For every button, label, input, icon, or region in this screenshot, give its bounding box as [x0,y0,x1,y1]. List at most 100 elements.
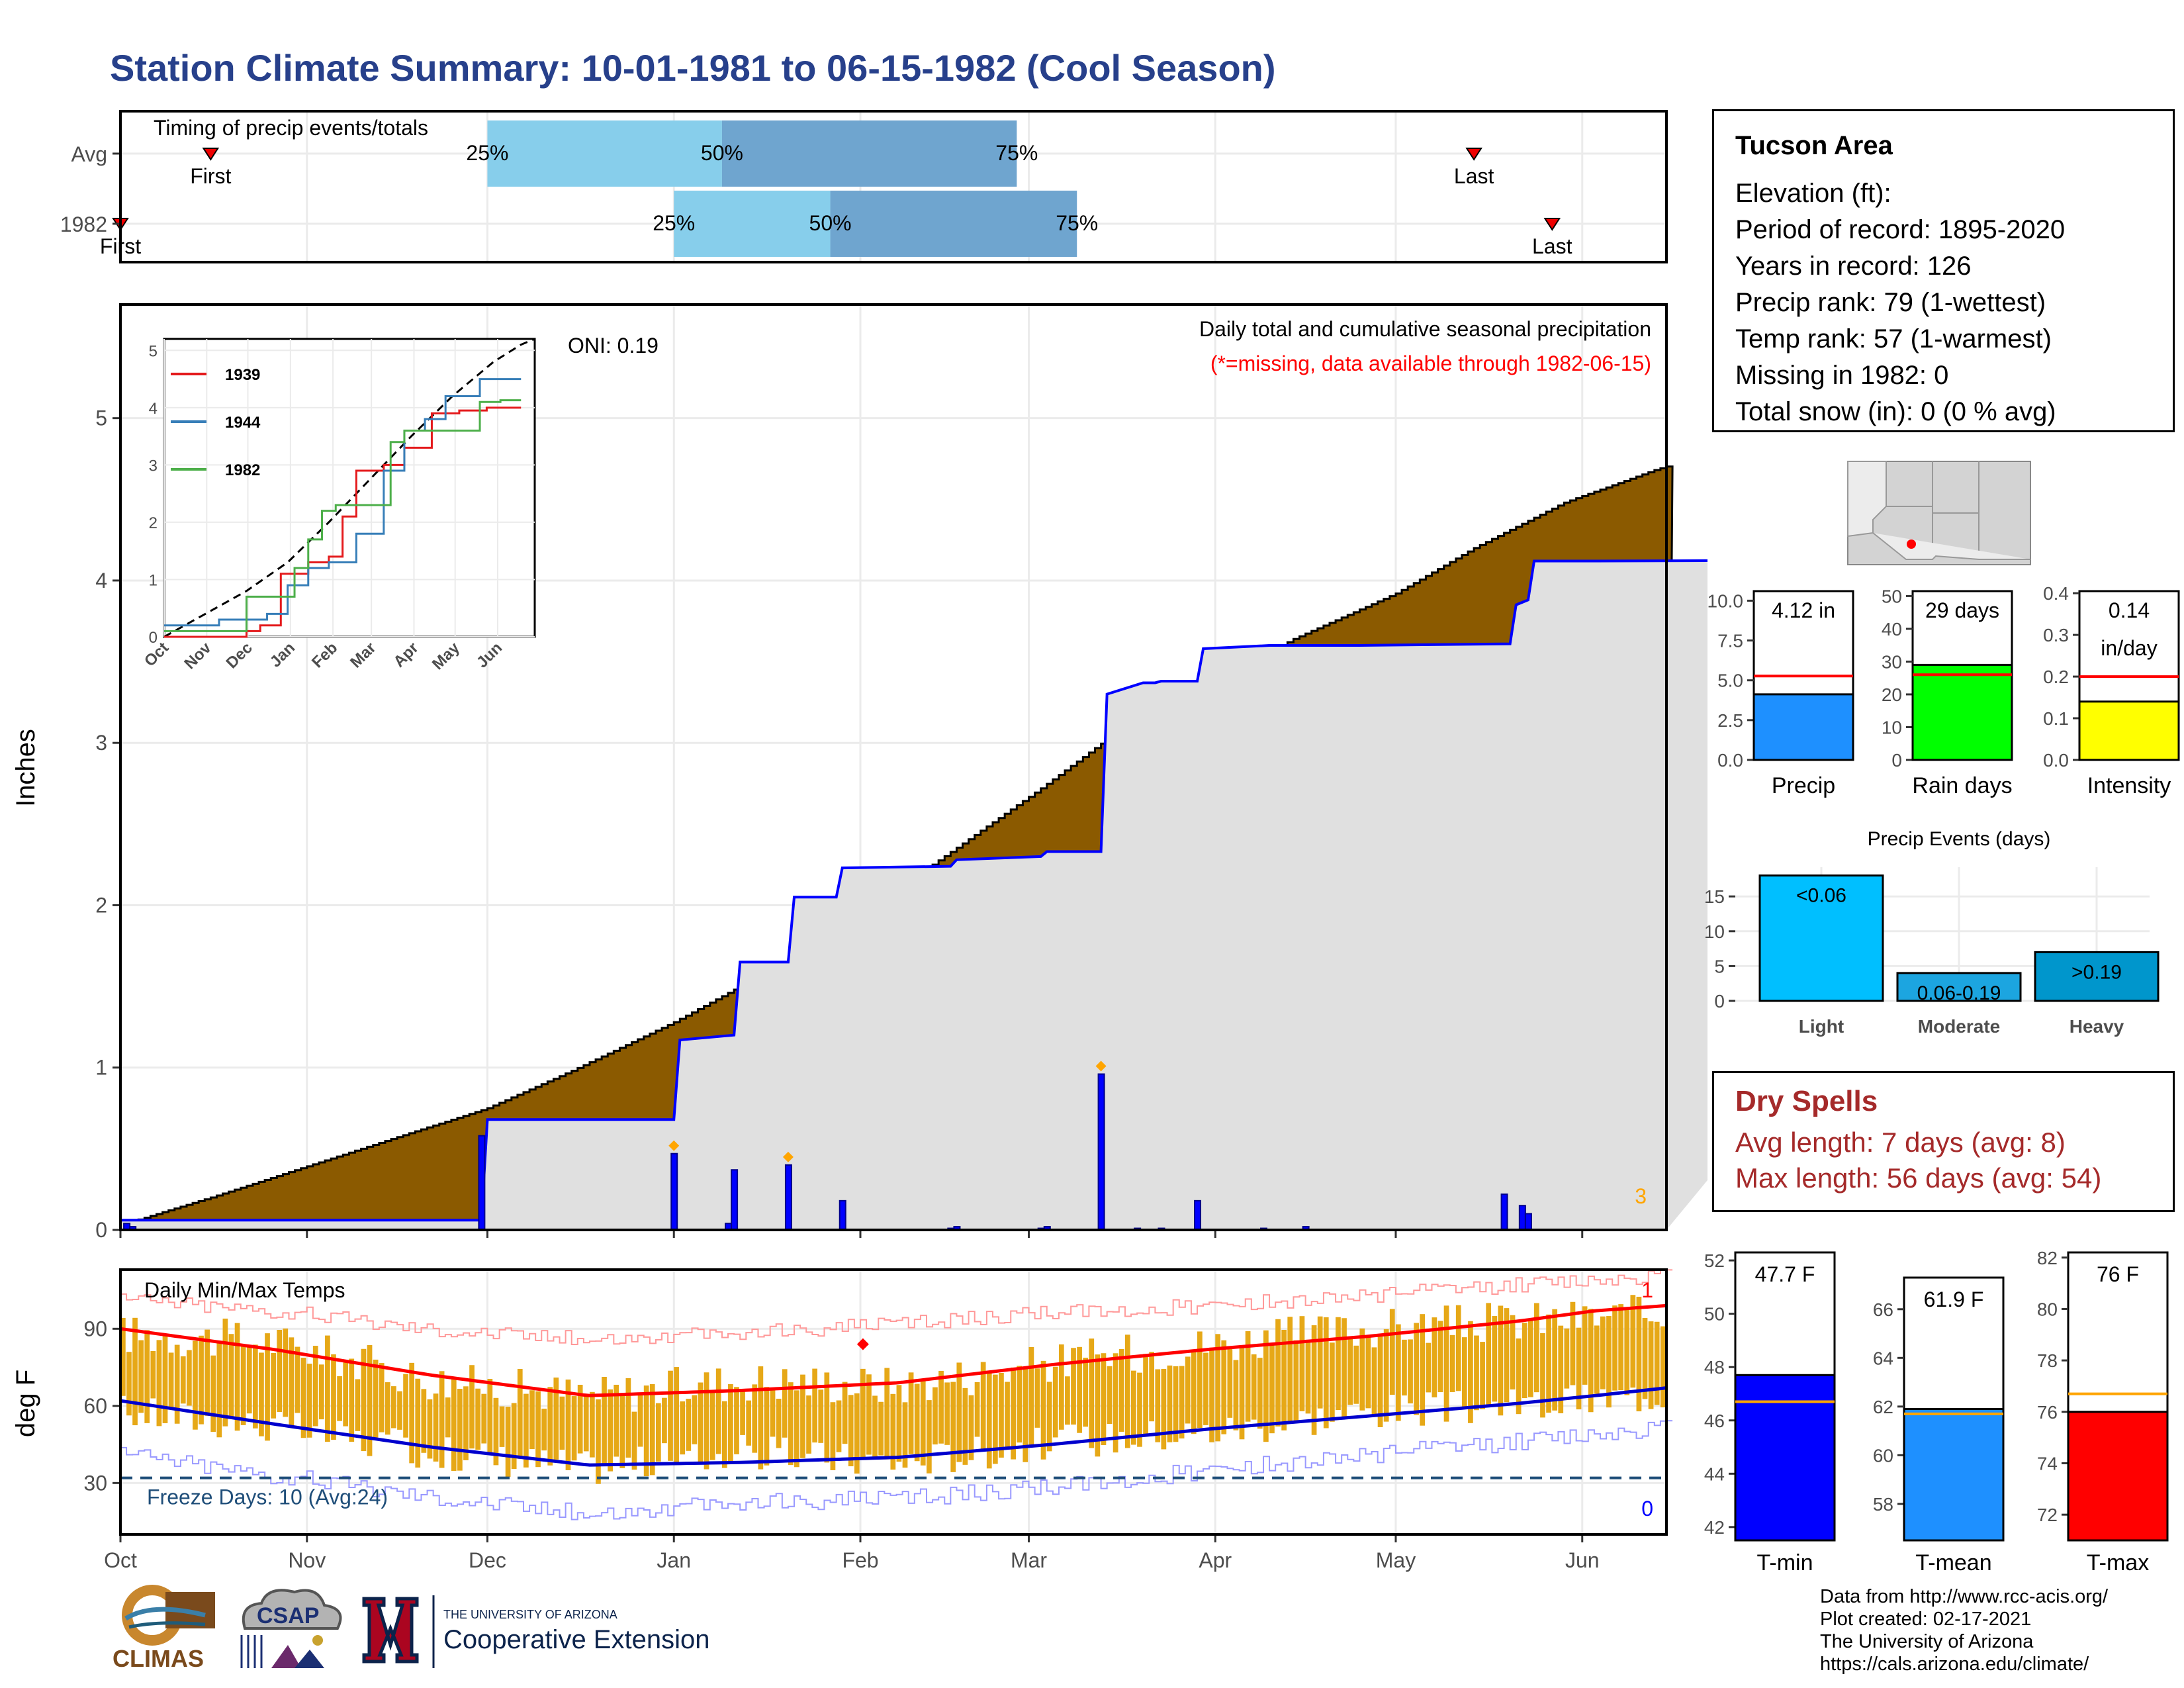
temp-bar-value-T-mean: 61.9 F [1924,1288,1984,1311]
events-category-Heavy: Heavy [2070,1016,2124,1037]
daily-temp-bar-253 [1642,1317,1648,1399]
daily-temp-bar-245 [1594,1325,1600,1394]
timing-last-marker-1 [1543,218,1561,231]
daily-temp-bar-64 [505,1407,511,1477]
season-bar-ytick-label-Rain days-5: 50 [1882,586,1902,606]
record-count: 3 [1635,1184,1647,1208]
events-bar-label-Moderate: 0.06-0.19 [1917,982,2001,1004]
dry-spells-box: Dry Spells Avg length: 7 days (avg: 8) M… [1712,1071,2175,1212]
daily-temp-bar-242 [1576,1327,1582,1410]
daily-temp-bar-142 [974,1382,980,1437]
daily-temp-bar-124 [866,1374,872,1455]
inset-legend-label-1944: 1944 [225,414,261,432]
daily-temp-bar-237 [1546,1314,1551,1413]
temp-xtick-label-3: Jan [657,1548,691,1572]
daily-temp-bar-189 [1257,1358,1263,1429]
temp-bar-ytick-label-T-max-72: 72 [2037,1505,2058,1525]
inset-legend-label-1939: 1939 [225,366,260,384]
daily-temp-bar-66 [517,1369,523,1459]
daily-temp-bar-141 [968,1395,974,1460]
credit-data-source: Data from http://www.rcc-acis.org/ [1820,1586,2109,1607]
daily-temp-bar-174 [1167,1365,1173,1442]
daily-temp-bar-204 [1347,1337,1353,1405]
daily-temp-bar-254 [1648,1321,1654,1409]
daily-temp-bar-3 [138,1340,144,1413]
record-high-count: 1 [1641,1278,1653,1302]
timing-bar-25-50-1 [674,191,831,257]
temp-bar-ytick-label-T-min-44: 44 [1704,1464,1725,1484]
temp-bar-ytick-label-T-min-48: 48 [1704,1357,1725,1378]
daily-temp-bar-92 [674,1367,679,1465]
season-bar-ytick-label-Intensity-3: 0.3 [2043,625,2069,645]
daily-temp-bar-223 [1461,1337,1467,1407]
temp-bar-value-T-min: 47.7 F [1755,1262,1815,1286]
temp-bar-T-max [2067,1411,2169,1542]
daily-temp-bar-250 [1624,1309,1630,1395]
daily-temp-bar-136 [938,1370,944,1444]
season-bar-Intensity [2078,700,2180,761]
daily-temp-bar-62 [493,1397,499,1466]
daily-temp-bar-101 [728,1384,733,1464]
temp-title: Daily Min/Max Temps [144,1278,345,1302]
season-bar-Precip [1752,693,1854,761]
daily-temp-bar-17 [222,1318,228,1427]
daily-temp-bar-95 [692,1395,698,1444]
daily-temp-bar-0 [120,1317,126,1396]
daily-temp-bar-143 [980,1362,986,1450]
temp-bar-ytick-label-T-max-76: 76 [2037,1402,2058,1423]
daily-temp-bar-73 [559,1396,565,1450]
daily-temp-bar-51 [427,1399,433,1459]
temp-ytick-label-90: 90 [83,1317,107,1340]
daily-temp-bar-184 [1227,1346,1233,1418]
daily-temp-bar-220 [1443,1305,1449,1422]
daily-temp-bar-206 [1359,1328,1365,1411]
daily-temp-bar-79 [596,1399,601,1484]
daily-temp-bar-193 [1281,1330,1287,1430]
season-bar-label-Rain days: Rain days [1912,773,2012,798]
events-bar-Heavy [2034,951,2160,1002]
daily-temp-bar-71 [547,1387,553,1466]
daily-temp-bar-34 [325,1335,330,1442]
season-bar-ytick-label-Rain days-2: 20 [1882,684,1902,705]
daily-temp-bar-43 [379,1363,385,1432]
daily-temp-bar-89 [655,1403,661,1462]
daily-temp-bar-199 [1317,1316,1323,1409]
daily-temp-bar-110 [782,1369,788,1438]
temp-bar-ytick-label-T-max-74: 74 [2037,1453,2058,1474]
daily-temp-bar-210 [1383,1329,1389,1422]
station-location-dot [1907,539,1916,549]
daily-temp-bar-1 [126,1352,132,1416]
oni-label: ONI: 0.19 [568,334,659,357]
university-of-arizona-logo: THE UNIVERSITY OF ARIZONA Cooperative Ex… [362,1595,709,1668]
daily-temp-bar-169 [1137,1372,1142,1447]
daily-temp-bar-100 [721,1401,727,1468]
logos: CLIMAS CSAP THE UNIVERSITY OF ARIZONA Co… [113,1585,709,1677]
daily-temp-bar-52 [433,1393,439,1462]
temp-xtick-label-5: Mar [1011,1548,1047,1572]
daily-temp-bar-224 [1468,1321,1473,1423]
timing-row-label-1: 1982 [60,212,107,236]
daily-temp-bar-38 [349,1358,355,1442]
daily-temp-bar-243 [1582,1306,1588,1385]
daily-temp-bar-212 [1395,1324,1401,1421]
daily-temp-bar-215 [1414,1323,1419,1415]
temp-xtick-label-4: Feb [842,1548,878,1572]
daily-temp-bar-144 [986,1372,992,1469]
daily-temp-bar-45 [391,1386,396,1429]
daily-temp-bar-191 [1269,1344,1275,1434]
daily-temp-bar-214 [1408,1339,1413,1404]
daily-temp-bar-168 [1131,1370,1136,1445]
daily-temp-bar-162 [1095,1354,1101,1457]
daily-temp-bar-228 [1492,1316,1498,1402]
daily-temp-bar-46 [397,1391,402,1430]
daily-temp-bar-2 [132,1317,138,1426]
daily-temp-bar-148 [1011,1367,1016,1460]
precip-note-missing: (*=missing, data available through 1982-… [1210,352,1651,375]
daily-temp-bar-172 [1155,1369,1161,1442]
daily-temp-bar-139 [956,1362,962,1462]
daily-temp-bar-196 [1299,1316,1305,1411]
daily-temp-bar-249 [1618,1304,1624,1391]
station-snow: Total snow (in): 0 (0 % avg) [1735,397,2056,426]
daily-temp-bar-78 [589,1391,595,1458]
daily-temp-bar-201 [1329,1342,1335,1422]
